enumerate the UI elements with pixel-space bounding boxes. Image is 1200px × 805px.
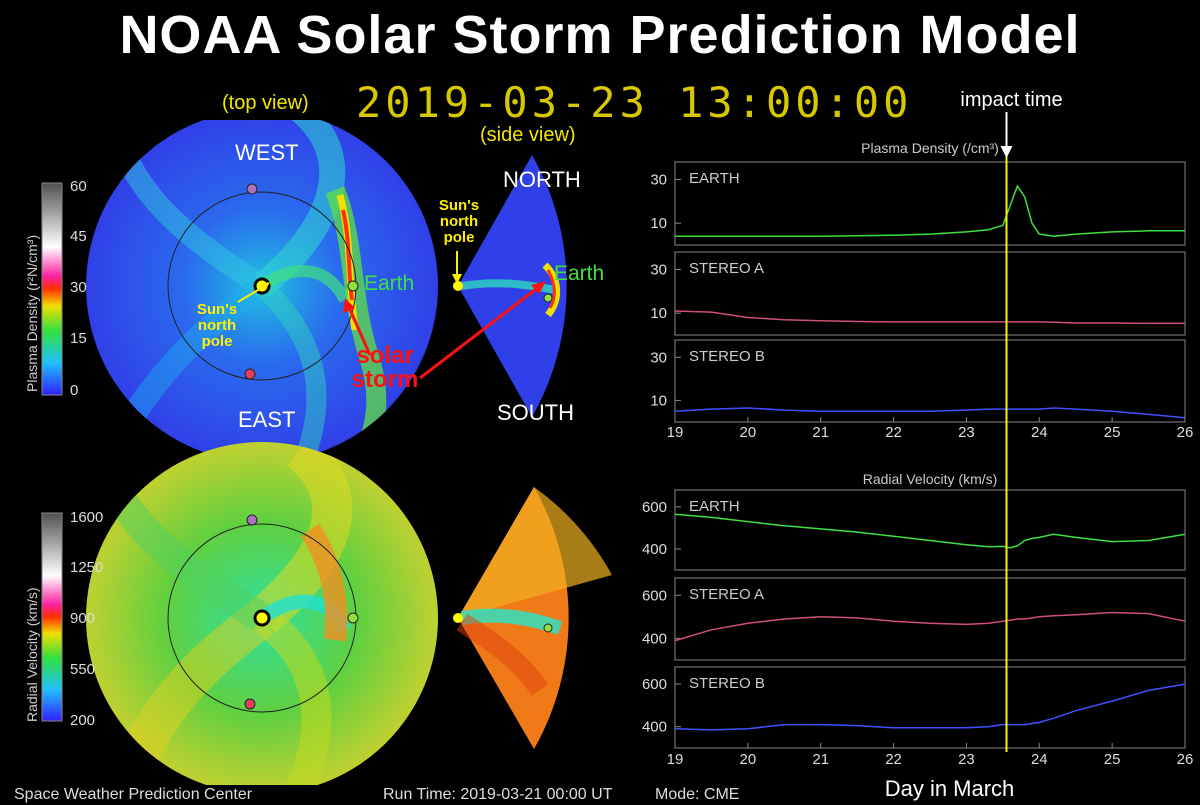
earth-label-top: Earth [364, 272, 415, 295]
x-tick-label: 24 [1031, 751, 1048, 768]
panel-frame [674, 666, 1186, 749]
footer-mode: Mode: CME [655, 786, 740, 803]
y-tick-label: 10 [650, 305, 667, 322]
y-tick-label: 30 [650, 171, 667, 188]
sun-north-pole-side-label: Sun's north pole [438, 197, 480, 246]
annotation-arrows [237, 251, 546, 380]
chart-title: Radial Velocity (km/s) [863, 471, 998, 487]
y-tick-label: 400 [642, 719, 667, 736]
velocity-tick: 900 [70, 610, 96, 627]
north-label: NORTH [503, 167, 581, 192]
velocity-colorbar [41, 512, 63, 722]
chart-title: Plasma Density (/cm³) [861, 140, 999, 156]
series-line-stereo-b [674, 407, 1186, 419]
x-tick-label: 19 [667, 424, 684, 441]
model-visualization [41, 120, 612, 785]
east-label: EAST [238, 407, 296, 432]
y-tick-label: 10 [650, 215, 667, 232]
density-colorbar-title: Plasma Density (r²N/cm³) [24, 234, 40, 392]
velocity-tick: 200 [70, 712, 96, 729]
panel-label: EARTH [689, 498, 740, 515]
x-tick-label: 23 [958, 751, 975, 768]
panel-label: STEREO A [689, 586, 764, 603]
density-colorbar [41, 182, 63, 396]
panel-label: STEREO A [689, 260, 764, 277]
impact-time-label: impact time [960, 89, 1062, 111]
velocity-tick: 1600 [70, 509, 104, 526]
panel-label: STEREO B [689, 675, 765, 692]
density-tick: 60 [70, 178, 87, 195]
velocity-top-view-disk [86, 442, 438, 785]
x-tick-label: 26 [1177, 424, 1194, 441]
y-tick-label: 10 [650, 392, 667, 409]
velocity-tick: 550 [70, 661, 96, 678]
y-tick-label: 30 [650, 349, 667, 366]
velocity-side-view-wedge [453, 487, 612, 749]
velocity-colorbar-title: Radial Velocity (km/s) [24, 587, 40, 722]
x-tick-label: 25 [1104, 751, 1121, 768]
x-tick-label: 22 [885, 424, 902, 441]
x-tick-label: 23 [958, 424, 975, 441]
panel-label: EARTH [689, 170, 740, 187]
x-tick-label: 26 [1177, 751, 1194, 768]
panel-frame [674, 251, 1186, 336]
impact-arrow-head [1000, 146, 1013, 158]
density-side-view-wedge [453, 155, 567, 417]
solar-storm-label: solar storm [351, 342, 419, 393]
panel-label: STEREO B [689, 348, 765, 365]
density-tick: 30 [70, 279, 87, 296]
x-tick-label: 22 [885, 751, 902, 768]
velocity-tick: 1250 [70, 559, 104, 576]
footer-center: Space Weather Prediction Center [14, 786, 253, 803]
density-tick: 45 [70, 228, 87, 245]
panel-frame [674, 339, 1186, 423]
density-tick: 15 [70, 330, 87, 347]
top-view-label: (top view) [222, 92, 309, 114]
y-tick-label: 400 [642, 541, 667, 558]
sun-north-pole-label: Sun's north pole [196, 301, 238, 350]
series-line-earth [674, 513, 1186, 549]
y-tick-label: 600 [642, 587, 667, 604]
south-label: SOUTH [497, 400, 574, 425]
side-view-label: (side view) [480, 124, 576, 146]
series-line-stereo-b [674, 683, 1186, 731]
panel-frame [674, 489, 1186, 571]
y-tick-label: 400 [642, 630, 667, 647]
panel-frame [674, 577, 1186, 661]
footer-run-time: Run Time: 2019-03-21 00:00 UT [383, 786, 613, 803]
west-label: WEST [235, 140, 299, 165]
series-line-earth [675, 184, 1185, 238]
x-tick-label: 20 [740, 424, 757, 441]
x-tick-label: 20 [740, 751, 757, 768]
page-title: NOAA Solar Storm Prediction Model [119, 5, 1081, 65]
y-tick-label: 30 [650, 261, 667, 278]
x-tick-label: 24 [1031, 424, 1048, 441]
x-tick-label: 19 [667, 751, 684, 768]
timestamp: 2019-03-23 13:00:00 [356, 78, 913, 127]
x-tick-label: 21 [812, 751, 829, 768]
density-tick: 0 [70, 382, 79, 399]
x-tick-label: 25 [1104, 424, 1121, 441]
series-line-stereo-a [674, 310, 1185, 325]
y-tick-label: 600 [642, 676, 667, 693]
timeseries-charts: Plasma Density (/cm³) EARTH 10 30 STEREO A 10… [642, 89, 1194, 801]
panel-frame [674, 161, 1186, 246]
series-line-stereo-a [674, 611, 1186, 642]
x-axis-label: Day in March [885, 776, 1015, 801]
x-tick-label: 21 [812, 424, 829, 441]
earth-label-side: Earth [554, 262, 605, 285]
y-tick-label: 600 [642, 499, 667, 516]
